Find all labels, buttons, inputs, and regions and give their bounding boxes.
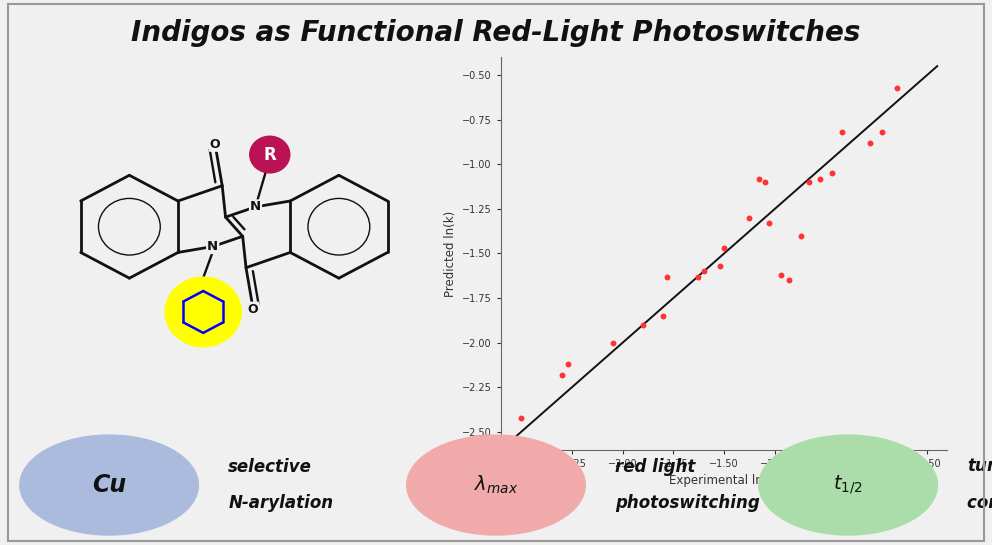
Point [773,270,789,279]
Text: $t_{1/2}$: $t_{1/2}$ [833,474,863,496]
Point [862,138,878,147]
Point [554,371,569,379]
Point [559,360,575,368]
Text: R: R [264,146,276,164]
Point [889,83,905,92]
Ellipse shape [407,435,585,535]
Point [802,178,817,186]
Text: N: N [207,240,218,253]
Point [794,231,809,240]
Text: Cu: Cu [92,473,126,497]
Point [696,267,712,276]
Point [716,244,732,252]
Point [875,128,891,136]
Text: selective: selective [228,458,312,476]
Ellipse shape [20,435,198,535]
Text: N-arylation: N-arylation [228,494,333,512]
Circle shape [165,277,241,347]
Point [635,320,651,329]
Text: O: O [248,302,259,316]
Text: O: O [209,138,220,151]
Point [757,178,773,186]
Point [656,312,672,320]
Point [605,338,621,347]
X-axis label: Experimental ln(k): Experimental ln(k) [670,474,779,487]
Point [751,174,767,183]
Text: Indigos as Functional Red-Light Photoswitches: Indigos as Functional Red-Light Photoswi… [131,19,861,47]
Text: red light: red light [615,458,695,476]
Point [741,214,757,222]
Point [513,413,529,422]
Point [823,169,839,178]
Text: N: N [250,201,261,214]
Y-axis label: Predicted ln(k): Predicted ln(k) [443,210,456,296]
Ellipse shape [759,435,937,535]
Point [712,262,728,270]
Point [781,276,797,284]
Point [761,219,777,227]
Point [811,174,827,183]
Text: photoswitching: photoswitching [615,494,760,512]
Point [834,128,850,136]
Text: correlative models: correlative models [967,494,992,512]
Circle shape [250,136,290,173]
Point [660,272,676,281]
Text: $\lambda_{max}$: $\lambda_{max}$ [474,474,518,496]
Text: tunable $t_{1/2}$: tunable $t_{1/2}$ [967,456,992,479]
Point [689,272,705,281]
